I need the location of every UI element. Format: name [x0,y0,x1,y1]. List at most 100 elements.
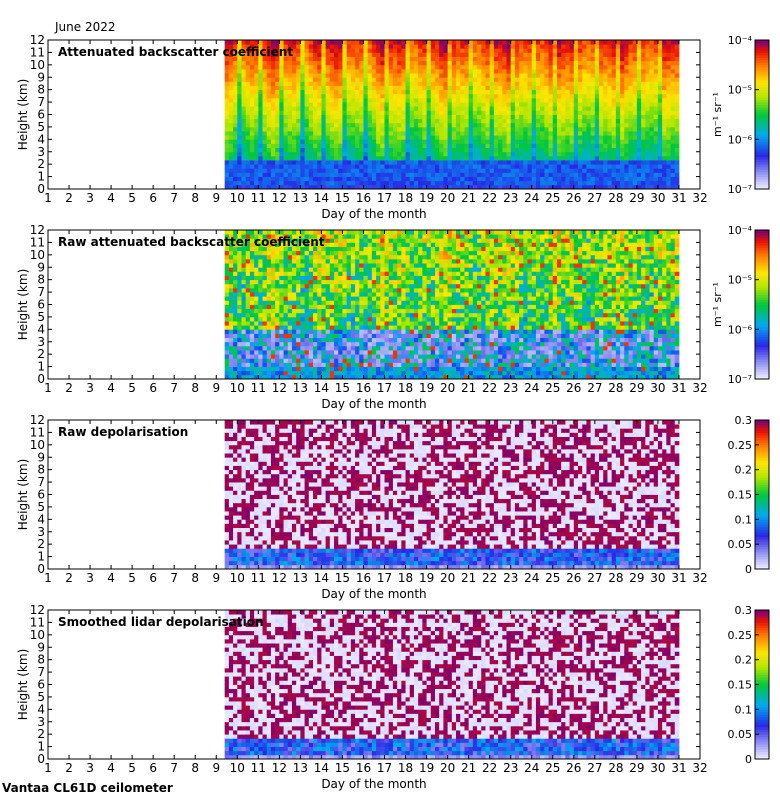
colorbar-segment [755,149,769,153]
heatmap-cell [279,52,284,57]
heatmap-cell [270,122,276,128]
heatmap-cell [325,81,331,86]
heatmap-cell [670,68,676,74]
heatmap-cell [641,135,646,140]
heatmap-cell [464,110,470,115]
heatmap-cell [409,184,415,190]
heatmap-cell [245,283,251,289]
heatmap-cell [254,316,259,322]
heatmap-cell [632,81,638,86]
heatmap-cell [262,366,268,372]
heatmap-cell [506,110,512,115]
heatmap-cell [456,44,461,49]
heatmap-cell [359,155,364,161]
heatmap-cell [245,275,251,281]
heatmap-cell [493,122,499,128]
heatmap-cell [523,155,528,161]
heatmap-cell [657,60,663,66]
heatmap-cell [300,168,305,173]
heatmap-cell [535,126,541,132]
heatmap-cell [275,114,280,120]
heatmap-cell [224,85,230,91]
colorbar-segment [755,87,769,91]
heatmap-cell [586,56,592,62]
colorbar-segment [755,186,769,190]
heatmap-cell [485,114,491,120]
heatmap-cell [249,131,255,136]
heatmap-cell [594,52,600,57]
heatmap-cell [283,316,289,322]
x-tick-label: 24 [524,191,539,205]
heatmap-cell [313,77,318,82]
heatmap-cell [447,93,453,99]
heatmap-cell [430,126,436,132]
heatmap-cell [397,73,402,78]
heatmap-cell [321,143,327,149]
heatmap-cell [544,114,549,120]
heatmap-cell [662,64,667,70]
heatmap-cell [254,279,259,285]
heatmap-cell [291,73,297,78]
heatmap-cell [409,40,415,45]
heatmap-cell [464,73,470,78]
heatmap-cell [296,60,301,66]
heatmap-cell [321,366,327,372]
heatmap-cell [498,180,503,186]
heatmap-cell [313,126,318,132]
heatmap-cell [296,147,301,153]
heatmap-cell [430,114,436,120]
heatmap-cell [552,135,558,140]
heatmap-cell [325,56,331,62]
heatmap-cell [346,160,352,165]
heatmap-cell [270,238,276,243]
heatmap-cell [304,135,310,140]
heatmap-cell [321,48,327,53]
heatmap-cell [275,238,280,243]
heatmap-cell [283,337,289,343]
heatmap-cell [304,118,310,124]
heatmap-cell [359,93,364,99]
heatmap-cell [653,73,659,78]
heatmap-cell [237,73,242,78]
heatmap-cell [645,85,650,91]
heatmap-cell [228,68,234,74]
heatmap-cell [506,40,512,45]
heatmap-cell [451,155,457,161]
heatmap-cell [392,89,398,95]
heatmap-cell [296,172,301,177]
heatmap-cell [556,106,562,111]
heatmap-cell [523,44,528,49]
heatmap-cell [359,139,364,144]
heatmap-cell [359,126,364,132]
heatmap-cell [334,118,339,124]
heatmap-cell [472,40,478,45]
heatmap-cell [409,147,415,153]
heatmap-cell [270,362,276,367]
heatmap-cell [422,147,427,153]
heatmap-cell [233,106,238,111]
y-tick-label: 9 [37,70,45,84]
heatmap-cell [485,164,491,169]
heatmap-cell [291,143,297,149]
heatmap-cell [401,106,406,111]
heatmap-cell [573,44,579,49]
heatmap-cell [237,147,242,153]
heatmap-cell [313,52,318,57]
heatmap-cell [632,64,638,70]
heatmap-cell [321,60,327,66]
heatmap-cell [552,56,558,62]
heatmap-cell [535,135,541,140]
heatmap-cell [325,258,331,264]
heatmap-cell [258,89,263,95]
heatmap-cell [653,102,659,107]
colorbar-segment [755,64,769,68]
heatmap-cell [460,68,465,74]
heatmap-cell [346,102,352,107]
heatmap-cell [666,143,671,149]
heatmap-cell [611,131,617,136]
heatmap-cell [514,110,520,115]
heatmap-cell [224,292,230,297]
heatmap-cell [249,160,255,165]
colorbar-segment [755,169,769,173]
heatmap-cell [556,110,562,115]
